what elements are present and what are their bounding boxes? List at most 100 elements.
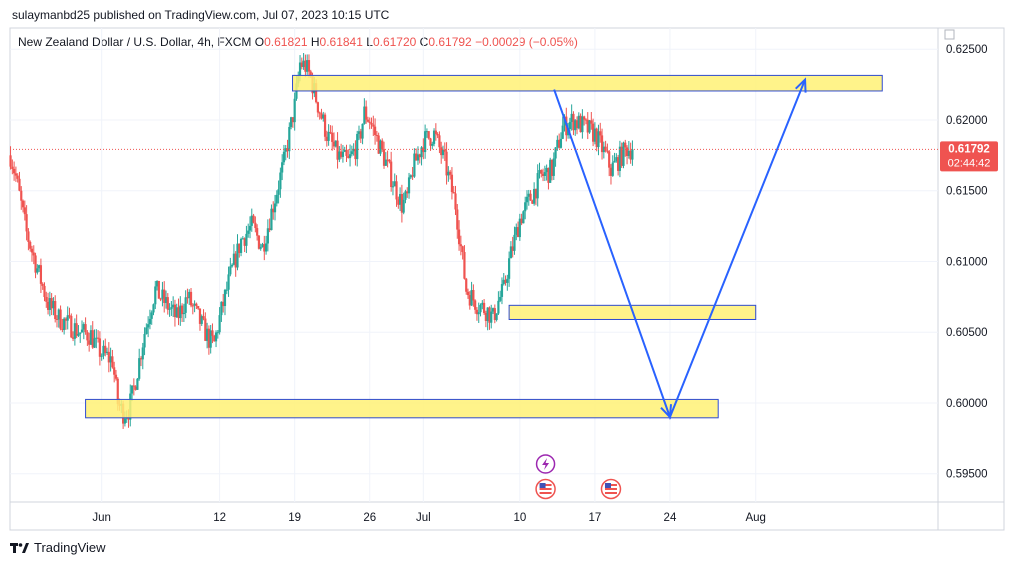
candle bbox=[365, 100, 368, 124]
y-tick-label: 0.61500 bbox=[946, 186, 988, 198]
candle bbox=[559, 132, 563, 149]
candle bbox=[575, 116, 579, 135]
candle bbox=[354, 140, 357, 166]
candle bbox=[132, 378, 135, 396]
candle bbox=[59, 305, 62, 331]
candle bbox=[52, 297, 55, 316]
price-zone[interactable] bbox=[292, 74, 883, 92]
candle bbox=[39, 258, 43, 294]
candle bbox=[261, 242, 264, 248]
candle bbox=[179, 296, 182, 326]
price-zone[interactable] bbox=[85, 398, 719, 419]
candle bbox=[399, 187, 402, 212]
candle bbox=[20, 186, 23, 210]
candle bbox=[506, 274, 509, 291]
candle bbox=[55, 315, 59, 328]
candle bbox=[617, 154, 620, 176]
candle bbox=[104, 338, 107, 357]
candle bbox=[32, 245, 35, 265]
candle bbox=[143, 327, 146, 356]
change-value: −0.00029 (−0.05%) bbox=[475, 35, 578, 49]
fullscreen-control[interactable] bbox=[944, 29, 955, 40]
candle bbox=[97, 330, 100, 343]
candle bbox=[527, 189, 530, 206]
candle bbox=[520, 213, 523, 226]
y-tick-label: 0.60000 bbox=[946, 398, 988, 410]
x-tick-label: 19 bbox=[288, 512, 301, 524]
candle bbox=[198, 308, 202, 331]
candle bbox=[250, 208, 253, 232]
footer-brand[interactable]: TradingView bbox=[10, 540, 106, 555]
candle bbox=[273, 194, 277, 221]
y-tick-label: 0.62000 bbox=[946, 115, 988, 127]
candle bbox=[343, 146, 346, 153]
candle bbox=[452, 185, 455, 194]
candle bbox=[130, 385, 134, 402]
candle bbox=[457, 220, 461, 251]
candle bbox=[436, 132, 439, 139]
candle bbox=[259, 243, 262, 251]
high-value: 0.61841 bbox=[319, 35, 363, 49]
last-price-tag[interactable] bbox=[940, 141, 998, 172]
tradingview-logo-icon bbox=[10, 542, 29, 553]
candle bbox=[536, 164, 539, 207]
candle bbox=[318, 111, 321, 120]
candle bbox=[322, 111, 325, 122]
us-flag-icon[interactable] bbox=[600, 478, 622, 500]
candle bbox=[186, 288, 189, 304]
candle bbox=[300, 57, 303, 70]
candle bbox=[404, 189, 407, 204]
candle bbox=[450, 167, 454, 200]
candle bbox=[79, 332, 82, 343]
candle bbox=[382, 141, 386, 169]
candle bbox=[105, 347, 109, 356]
candle bbox=[66, 306, 69, 330]
candle bbox=[289, 116, 293, 130]
candle bbox=[518, 213, 521, 241]
candle bbox=[581, 109, 584, 139]
candle bbox=[574, 119, 577, 136]
candle bbox=[359, 128, 362, 144]
candle bbox=[384, 152, 387, 166]
candle bbox=[11, 159, 14, 175]
candle bbox=[538, 162, 541, 179]
candle bbox=[168, 303, 171, 317]
candle bbox=[422, 138, 425, 160]
x-tick-label: Aug bbox=[745, 512, 765, 524]
candle bbox=[541, 168, 545, 182]
candle bbox=[182, 303, 185, 323]
fullscreen-icon[interactable] bbox=[944, 29, 955, 40]
candle bbox=[254, 216, 257, 233]
candle bbox=[590, 112, 593, 130]
candle bbox=[232, 244, 236, 266]
candle bbox=[227, 266, 230, 297]
candle bbox=[223, 288, 227, 316]
candle bbox=[84, 317, 87, 335]
lightning-event-icon[interactable] bbox=[535, 454, 556, 474]
candle bbox=[341, 145, 345, 163]
candle bbox=[624, 139, 627, 157]
candle bbox=[522, 210, 525, 224]
candle bbox=[361, 123, 364, 145]
candle bbox=[440, 141, 443, 164]
candle bbox=[556, 135, 559, 151]
candle bbox=[63, 317, 66, 335]
candle bbox=[549, 157, 552, 183]
candle bbox=[197, 305, 200, 310]
candle bbox=[509, 241, 513, 259]
candle bbox=[534, 188, 538, 206]
candle bbox=[484, 310, 487, 328]
candle bbox=[386, 150, 389, 168]
symbol-title[interactable]: New Zealand Dollar / U.S. Dollar, 4h, FX… bbox=[18, 35, 252, 49]
candle bbox=[159, 297, 162, 302]
candle bbox=[373, 118, 377, 145]
candle bbox=[370, 117, 373, 129]
candle bbox=[141, 342, 144, 370]
projection-path[interactable] bbox=[553, 79, 806, 420]
us-flag-icon[interactable] bbox=[535, 478, 556, 500]
candle bbox=[9, 146, 12, 170]
x-tick-label: 12 bbox=[213, 512, 226, 524]
candle bbox=[43, 282, 46, 302]
candle bbox=[86, 330, 89, 346]
